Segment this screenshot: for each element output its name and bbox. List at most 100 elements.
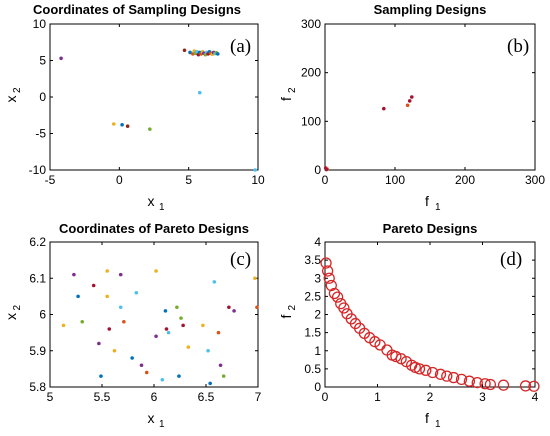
panel-a-y-axis-label: x: [3, 96, 19, 103]
panel-c-data-point: [107, 327, 112, 331]
panel-c-y-tick-label: 6.2: [29, 235, 46, 249]
panel-a-x-axis-label-subscript: 1: [159, 202, 165, 213]
panel-a-x-tick-label: -5: [45, 173, 56, 187]
panel-d-pareto-point: [463, 375, 476, 387]
panel-d-x-axis-label-subscript: 1: [435, 419, 441, 430]
panel-d-title: Pareto Designs: [383, 221, 478, 236]
panel-d-pareto-point: [338, 302, 350, 314]
panel-a-x-tick-label: 0: [116, 173, 123, 187]
panel-b-data-point: [410, 95, 414, 99]
panel-d-y-tick-label: 3: [314, 271, 321, 285]
panel-d-pareto-point: [479, 378, 491, 390]
panel-b-x-tick-label: 100: [385, 173, 405, 187]
panel-c-data-point: [139, 363, 144, 368]
panel-d-pareto-point: [395, 353, 407, 365]
panel-d-pareto-point: [484, 378, 497, 391]
panel-d-letter: (d): [500, 249, 522, 270]
panel-c-data-point: [227, 305, 231, 310]
panel-c-data-point: [144, 370, 149, 375]
panel-c-data-point: [216, 330, 221, 335]
panel-a-y-axis-label-group: x2: [3, 87, 23, 103]
panel-a-y-axis-label-subscript: 2: [12, 87, 23, 93]
panel-d-y-tick-label: 0.5: [304, 362, 321, 376]
panel-a-data-point: [215, 52, 220, 56]
panel-b-title: Sampling Designs: [374, 2, 487, 17]
panel-c-data-point: [105, 294, 109, 299]
panel-b-axes-frame: [324, 23, 536, 171]
panel-b-y-tick-label: 100: [301, 114, 321, 128]
panel-b-data-point: [407, 99, 412, 103]
panel-d-x-tick-label: 1: [374, 390, 381, 404]
panel-c-y-tick-label: 6: [39, 308, 46, 322]
panel-c-letter: (c): [230, 249, 251, 270]
panel-d: Pareto Designs 0 1 2 3 400.511.522.533.54f 1f…: [278, 221, 540, 430]
panel-c-x-tick-label: 6.5: [198, 390, 215, 404]
panel-c-title: Coordinates of Pareto Designs: [59, 221, 249, 236]
panel-c-data-point: [177, 374, 181, 378]
panel-c-x-tick-label: 5: [47, 390, 54, 404]
panel-c-x-tick-label: 6: [151, 390, 158, 404]
panel-c-data-point: [232, 309, 236, 313]
panel-b-x-tick-label: 200: [455, 173, 475, 187]
panel-a-data-point: [197, 90, 202, 95]
panel-c-data-point: [122, 319, 126, 324]
panel-d-pareto-point: [390, 350, 402, 363]
panel-c-x-tick-label: 5.5: [94, 390, 111, 404]
panel-d-pareto-point: [471, 376, 483, 389]
panel-a-x-tick-label: 10: [251, 173, 265, 187]
panel-a-y-tick-label: 10: [33, 17, 47, 31]
panel-b-x-tick-label: 300: [525, 173, 545, 187]
panel-a-y-tick-label: 5: [39, 54, 46, 68]
panel-c-y-tick-label: 6.1: [29, 271, 46, 285]
panel-c-data-point: [160, 377, 165, 382]
panel-d-y-axis-label: f: [278, 314, 294, 318]
panel-a: Coordinates of Sampling Designs -5 0 5 10-1…: [3, 2, 265, 213]
panel-d-y-tick-label: 2.5: [304, 289, 321, 303]
panel-a-data-point: [120, 122, 124, 127]
panel-d-y-tick-label: 3.5: [304, 253, 321, 267]
panel-c: Coordinates of Pareto Designs 5 5.5 6 6.5 7 5…: [3, 221, 262, 430]
panel-b-y-axis-label-subscript: 2: [287, 87, 298, 93]
panel-c-data-point: [163, 309, 168, 313]
panel-c-axes-frame: [49, 241, 259, 388]
panel-b-y-axis-label-group: f2: [278, 87, 298, 101]
panel-a-y-tick-label: -5: [35, 127, 46, 141]
panel-c-data-point: [76, 294, 80, 299]
panel-d-pareto-point: [426, 366, 439, 379]
panel-d-y-tick-label: 2: [314, 308, 321, 322]
panel-c-y-axis-label: x: [3, 313, 19, 320]
panel-d-pareto-point: [497, 379, 510, 391]
panel-d-y-tick-label: 0: [314, 380, 321, 394]
panel-c-plot: 5 5.5 6 6.5 75.85.966.16.2x 1x2: [3, 235, 262, 430]
panel-a-data-point: [191, 52, 195, 56]
panel-c-data-point: [97, 341, 101, 346]
panel-d-pareto-point: [528, 380, 540, 392]
panel-d-plot: 0 1 2 3 400.511.522.533.54f 1f2: [278, 235, 540, 430]
panel-c-x-axis-label-subscript: 1: [159, 419, 165, 430]
panel-c-data-point: [80, 319, 85, 324]
panel-c-data-point: [118, 305, 123, 310]
panel-c-data-point: [99, 374, 103, 378]
panel-d-pareto-point: [321, 265, 334, 277]
panel-b-y-tick-label: 300: [301, 17, 321, 31]
panel-a-y-tick-label: 0: [39, 90, 46, 104]
panel-b-x-axis-label-subscript: 1: [435, 202, 441, 213]
panel-c-data-point: [208, 381, 212, 386]
panel-d-x-tick-label: 4: [532, 390, 539, 404]
panel-d-pareto-point: [447, 371, 460, 384]
panel-b-y-tick-label: 200: [301, 66, 321, 80]
panel-b-data-point: [405, 103, 410, 108]
panel-c-data-point: [166, 330, 171, 335]
panel-d-pareto-point: [441, 370, 453, 382]
panel-d-x-tick-label: 3: [479, 390, 486, 404]
panel-c-data-point: [118, 272, 123, 277]
panel-b-y-tick-label: 0: [314, 163, 321, 177]
panel-c-data-point: [134, 290, 139, 295]
panel-c-data-point: [112, 348, 117, 353]
panel-a-x-tick-label: 5: [185, 173, 192, 187]
panel-c-y-tick-label: 5.9: [29, 344, 46, 358]
panel-d-pareto-point: [328, 287, 341, 300]
